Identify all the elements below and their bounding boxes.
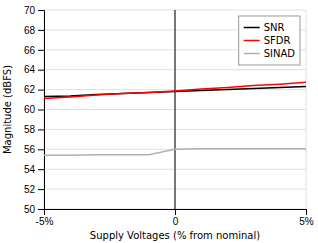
x-axis-line bbox=[45, 210, 307, 216]
x-tick: 5% bbox=[299, 209, 314, 227]
y-tick: 60 bbox=[24, 104, 44, 115]
y-axis-title: Magnitude (dBFS) bbox=[2, 65, 13, 154]
legend-item: SNR bbox=[244, 22, 285, 33]
x-tick-label: -5% bbox=[36, 216, 54, 227]
y-tick-mark bbox=[38, 30, 44, 31]
plot: -5% 0 5% 50 52 54 56 58 60 62 64 66 68 70 SNR SFDR SINAD bbox=[24, 5, 314, 227]
legend-swatch bbox=[244, 27, 260, 29]
y-tick-label: 70 bbox=[24, 5, 36, 16]
x-tick-mark bbox=[306, 209, 307, 215]
x-tick-mark bbox=[175, 209, 176, 215]
y-axis: 50 52 54 56 58 60 62 64 66 68 70 bbox=[24, 5, 45, 215]
y-tick: 70 bbox=[24, 5, 44, 16]
x-tick: -5% bbox=[36, 209, 54, 227]
y-tick: 68 bbox=[24, 25, 44, 36]
legend: SNR SFDR SINAD bbox=[239, 16, 300, 65]
y-tick: 66 bbox=[24, 45, 44, 56]
grid bbox=[44, 10, 306, 209]
legend-item: SINAD bbox=[244, 48, 296, 59]
y-tick-mark bbox=[38, 10, 44, 11]
y-tick: 62 bbox=[24, 84, 44, 95]
y-tick-label: 54 bbox=[24, 164, 36, 175]
y-axis-line bbox=[38, 11, 45, 210]
y-tick: 52 bbox=[24, 184, 44, 195]
x-tick-label: 5% bbox=[299, 216, 314, 227]
legend-swatch bbox=[244, 53, 260, 55]
y-tick: 58 bbox=[24, 124, 44, 135]
x-tick: 0 bbox=[173, 209, 179, 227]
x-axis: -5% 0 5% bbox=[36, 209, 314, 227]
y-tick-label: 60 bbox=[24, 104, 36, 115]
y-tick-label: 66 bbox=[24, 45, 36, 56]
legend-box bbox=[239, 16, 300, 65]
y-tick-mark bbox=[38, 209, 44, 210]
x-grid-line bbox=[306, 10, 307, 209]
x-axis-title: Supply Voltages (% from nominal) bbox=[90, 230, 260, 241]
y-tick-label: 58 bbox=[24, 124, 36, 135]
x-grid-line bbox=[175, 10, 176, 209]
y-tick-label: 68 bbox=[24, 25, 36, 36]
y-tick-mark bbox=[38, 110, 44, 111]
y-tick-mark bbox=[38, 70, 44, 71]
y-tick-label: 52 bbox=[24, 184, 36, 195]
y-tick-label: 62 bbox=[24, 84, 36, 95]
y-tick-label: 56 bbox=[24, 144, 36, 155]
legend-label: SINAD bbox=[264, 48, 296, 59]
y-tick-mark bbox=[38, 90, 44, 91]
legend-item: SFDR bbox=[244, 35, 291, 46]
chart: -5% 0 5% 50 52 54 56 58 60 62 64 66 68 70 SNR SFDR SINAD… bbox=[0, 0, 318, 243]
y-tick-mark bbox=[38, 129, 44, 130]
y-tick: 56 bbox=[24, 144, 44, 155]
series-line bbox=[44, 149, 306, 155]
y-tick-label: 64 bbox=[24, 64, 36, 75]
y-tick-mark bbox=[38, 189, 44, 190]
legend-label: SFDR bbox=[264, 35, 291, 46]
y-tick: 50 bbox=[24, 204, 44, 215]
y-tick: 54 bbox=[24, 164, 44, 175]
y-tick-label: 50 bbox=[24, 204, 36, 215]
x-tick-label: 0 bbox=[173, 216, 179, 227]
y-tick-mark bbox=[38, 169, 44, 170]
y-tick: 64 bbox=[24, 64, 44, 75]
legend-label: SNR bbox=[264, 22, 285, 33]
data-area bbox=[44, 10, 306, 209]
legend-swatch bbox=[244, 40, 260, 42]
reference-line bbox=[175, 10, 176, 209]
y-tick-mark bbox=[38, 149, 44, 150]
y-tick-mark bbox=[38, 50, 44, 51]
series-line bbox=[44, 82, 306, 98]
